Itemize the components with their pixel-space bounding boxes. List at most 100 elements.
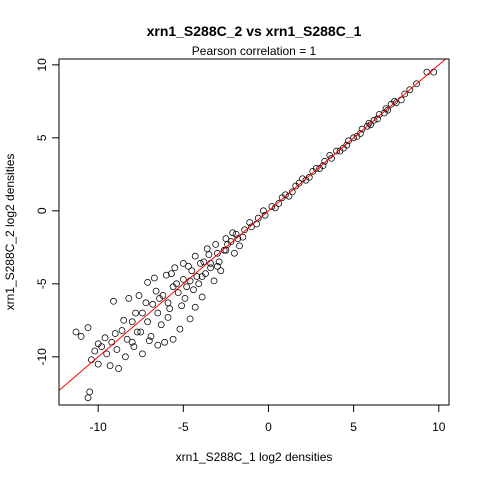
data-point-37 [214, 249, 221, 257]
data-point-132 [185, 262, 192, 270]
data-point-90 [210, 277, 218, 285]
data-point-63 [91, 347, 99, 355]
data-point-120 [336, 147, 344, 155]
data-point-137 [120, 316, 128, 324]
data-point-136 [132, 309, 139, 317]
x-tick-label-0: -10 [89, 420, 107, 434]
data-point-126 [391, 97, 398, 105]
data-point-17 [345, 137, 352, 145]
data-point-124 [374, 115, 381, 123]
chart-title: xrn1_S288C_2 vs xrn1_S288C_1 [147, 23, 362, 39]
data-point-85 [169, 335, 177, 343]
data-point-87 [186, 315, 194, 323]
data-point-117 [312, 165, 320, 172]
data-point-95 [147, 333, 155, 340]
data-point-47 [164, 299, 172, 307]
data-point-96 [142, 299, 150, 307]
data-point-138 [111, 330, 119, 337]
data-point-114 [292, 182, 300, 190]
data-point-123 [365, 119, 373, 127]
data-point-116 [305, 173, 313, 181]
points-layer [72, 68, 438, 402]
data-point-140 [137, 328, 145, 336]
data-point-84 [161, 338, 168, 346]
data-point-75 [135, 292, 143, 299]
data-point-1 [423, 68, 431, 76]
data-point-128 [222, 235, 230, 242]
x-tick-label-4: 10 [432, 420, 446, 434]
data-point-53 [133, 328, 141, 336]
data-point-130 [212, 241, 220, 248]
data-point-110 [260, 207, 267, 215]
data-point-45 [174, 289, 182, 296]
data-point-79 [171, 264, 179, 272]
data-point-88 [191, 303, 199, 311]
data-point-118 [319, 162, 327, 169]
data-point-28 [275, 200, 283, 207]
data-point-82 [203, 245, 211, 253]
data-point-113 [285, 192, 293, 200]
reference-line [59, 59, 447, 392]
data-point-16 [350, 134, 357, 142]
data-point-10 [375, 111, 383, 118]
data-point-68 [72, 328, 80, 336]
y-axis: -10 -5 0 5 10 [35, 58, 59, 365]
data-point-59 [103, 350, 111, 358]
data-point-115 [299, 175, 306, 183]
data-point-70 [94, 360, 102, 368]
data-point-89 [198, 293, 206, 301]
data-point-57 [113, 346, 121, 353]
data-point-0 [430, 68, 438, 76]
data-point-141 [156, 295, 163, 302]
data-point-145 [195, 280, 203, 288]
data-point-42 [188, 267, 196, 275]
data-point-4 [401, 90, 409, 98]
data-point-129 [236, 242, 243, 250]
data-point-65 [84, 394, 92, 402]
data-point-80 [179, 260, 187, 267]
data-point-56 [118, 327, 126, 334]
y-tick-label-3: 5 [35, 134, 49, 141]
data-point-33 [241, 226, 248, 234]
data-point-133 [168, 270, 175, 277]
data-point-94 [122, 353, 129, 361]
data-point-104 [215, 258, 223, 266]
data-point-146 [205, 251, 213, 258]
data-point-44 [179, 276, 187, 283]
data-point-142 [164, 314, 172, 321]
data-point-147 [214, 262, 221, 270]
data-point-12 [367, 121, 375, 129]
data-point-83 [154, 341, 162, 349]
data-point-39 [200, 258, 208, 266]
data-point-134 [152, 287, 160, 295]
data-point-112 [278, 194, 286, 202]
data-point-122 [357, 130, 364, 137]
data-point-93 [130, 343, 138, 350]
data-point-98 [166, 305, 174, 312]
data-point-99 [173, 280, 180, 288]
x-axis: -10 -5 0 5 10 [89, 405, 446, 434]
data-point-58 [108, 338, 116, 346]
data-point-49 [154, 309, 162, 317]
data-point-34 [234, 235, 242, 242]
data-point-60 [101, 334, 109, 342]
data-point-21 [321, 157, 329, 165]
data-point-121 [343, 141, 351, 149]
data-point-2 [413, 80, 420, 88]
data-point-92 [139, 350, 146, 358]
y-axis-label: xrn1_S288C_2 log2 densities [3, 154, 17, 311]
data-point-76 [144, 279, 151, 286]
data-point-78 [162, 271, 170, 279]
data-point-101 [190, 286, 197, 294]
data-point-111 [271, 204, 279, 212]
data-point-30 [261, 211, 269, 219]
data-point-100 [181, 295, 189, 302]
data-point-52 [139, 309, 146, 317]
data-point-26 [288, 188, 296, 196]
data-point-67 [77, 333, 85, 340]
data-point-55 [123, 335, 131, 343]
y-tick-label-4: 10 [35, 58, 49, 72]
data-point-131 [202, 270, 209, 277]
data-point-29 [268, 203, 276, 210]
